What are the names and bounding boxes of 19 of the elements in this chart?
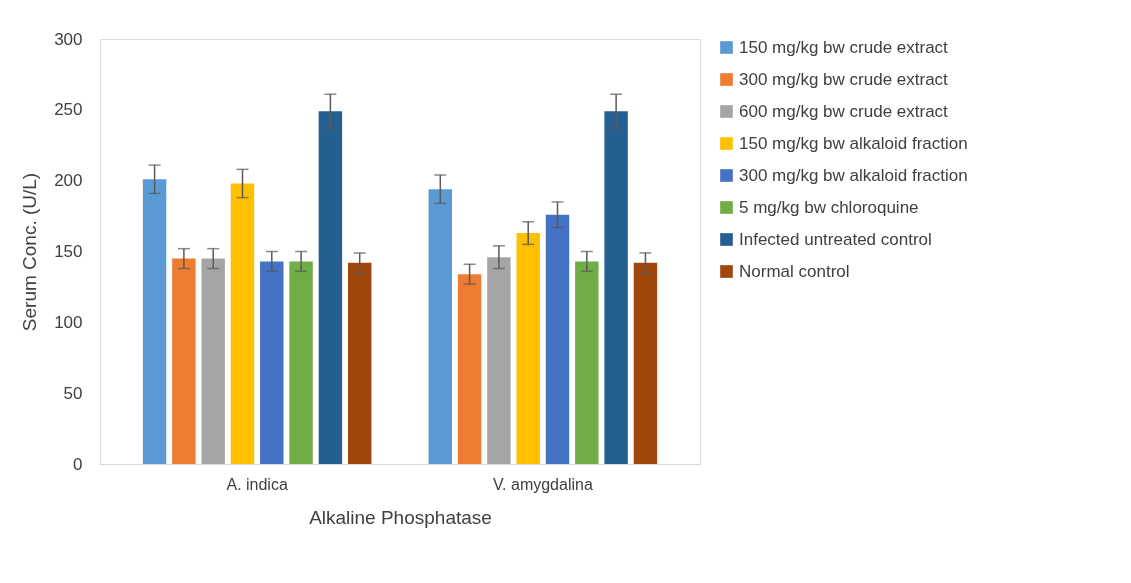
legend-label: 5 mg/kg bw chloroquine — [739, 197, 919, 217]
y-tick-label: 250 — [54, 100, 83, 120]
x-tick-label: A. indica — [226, 475, 288, 493]
legend-label: 150 mg/kg bw crude extract — [739, 37, 949, 57]
legend-label: 300 mg/kg bw crude extract — [739, 69, 949, 89]
x-axis-title: Alkaline Phosphatase — [309, 506, 492, 528]
x-tick-label: V. amygdalina — [492, 475, 593, 493]
legend-label: 150 mg/kg bw alkaloid fraction — [739, 133, 968, 153]
legend-label: Infected untreated control — [739, 229, 932, 249]
y-tick-label: 200 — [54, 171, 83, 191]
legend-label: 300 mg/kg bw alkaloid fraction — [739, 165, 968, 185]
y-tick-label: 0 — [73, 454, 83, 474]
y-tick-label: 300 — [54, 29, 83, 49]
y-tick-label: 150 — [54, 242, 83, 261]
legend-label: Normal control — [739, 261, 850, 281]
y-tick-label: 100 — [54, 312, 83, 332]
legend-label: 600 mg/kg bw crude extract — [739, 101, 949, 121]
y-axis-title: Serum Conc. (U/L) — [19, 172, 41, 332]
y-tick-label: 50 — [63, 383, 83, 403]
